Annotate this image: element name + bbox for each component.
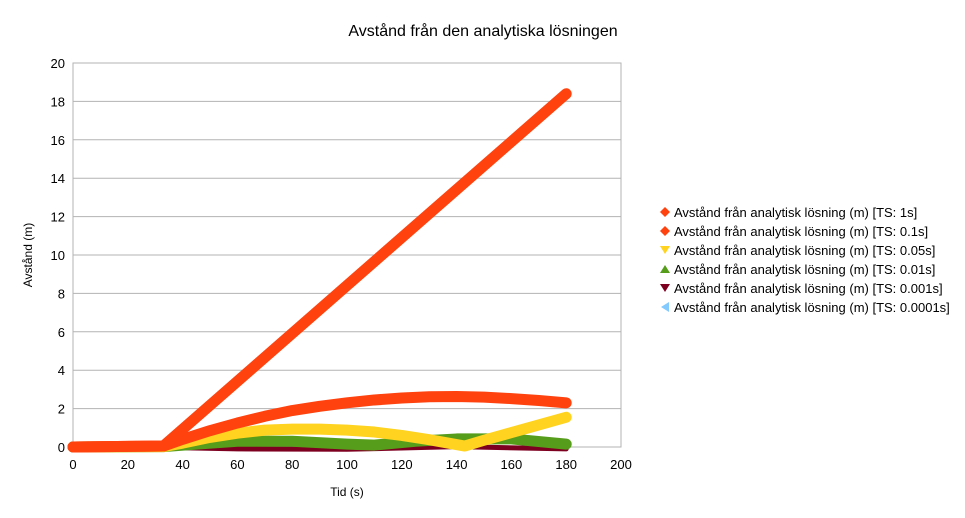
x-tick-label: 180 — [555, 457, 577, 472]
y-tick-label: 8 — [58, 286, 65, 301]
legend-marker-4 — [660, 265, 670, 273]
x-tick-label: 20 — [121, 457, 135, 472]
legend-marker-6 — [661, 302, 669, 312]
x-axis-label: Tid (s) — [330, 485, 364, 499]
legend-label-3: Avstånd från analytisk lösning (m) [TS: … — [674, 243, 935, 258]
y-axis-ticks: 0 2 4 6 8 10 12 14 16 18 20 — [51, 56, 65, 455]
y-axis-label: Avstånd (m) — [21, 223, 35, 287]
y-tick-label: 10 — [51, 248, 65, 263]
x-axis-ticks: 0 20 40 60 80 100 120 140 160 180 200 — [69, 457, 631, 472]
y-tick-label: 12 — [51, 210, 65, 225]
x-tick-label: 200 — [610, 457, 632, 472]
legend-marker-1 — [660, 207, 670, 217]
x-tick-label: 60 — [230, 457, 244, 472]
legend-marker-3 — [660, 246, 670, 254]
legend-label-1: Avstånd från analytisk lösning (m) [TS: … — [674, 205, 917, 220]
x-tick-label: 80 — [285, 457, 299, 472]
legend-label-6: Avstånd från analytisk lösning (m) [TS: … — [674, 300, 950, 315]
legend-marker-5 — [660, 284, 670, 292]
series-group — [67, 88, 572, 453]
x-tick-label: 0 — [69, 457, 76, 472]
x-tick-label: 140 — [446, 457, 468, 472]
x-tick-label: 160 — [501, 457, 523, 472]
y-tick-label: 2 — [58, 402, 65, 417]
legend-label-5: Avstånd från analytisk lösning (m) [TS: … — [674, 281, 943, 296]
y-tick-label: 6 — [58, 325, 65, 340]
legend-label-4: Avstånd från analytisk lösning (m) [TS: … — [674, 262, 935, 277]
y-tick-label: 14 — [51, 171, 65, 186]
chart-title: Avstånd från den analytiska lösningen — [348, 22, 617, 40]
x-tick-label: 100 — [336, 457, 358, 472]
legend-label-2: Avstånd från analytisk lösning (m) [TS: … — [674, 224, 928, 239]
legend-marker-2 — [660, 226, 670, 236]
series-line-1 — [67, 88, 572, 453]
y-tick-label: 20 — [51, 56, 65, 71]
y-tick-label: 18 — [51, 94, 65, 109]
y-tick-label: 4 — [58, 363, 65, 378]
series-line-2 — [67, 391, 572, 453]
legend: Avstånd från analytisk lösning (m) [TS: … — [660, 205, 950, 315]
x-tick-label: 40 — [175, 457, 189, 472]
x-tick-label: 120 — [391, 457, 413, 472]
y-tick-label: 16 — [51, 133, 65, 148]
y-tick-label: 0 — [58, 440, 65, 455]
